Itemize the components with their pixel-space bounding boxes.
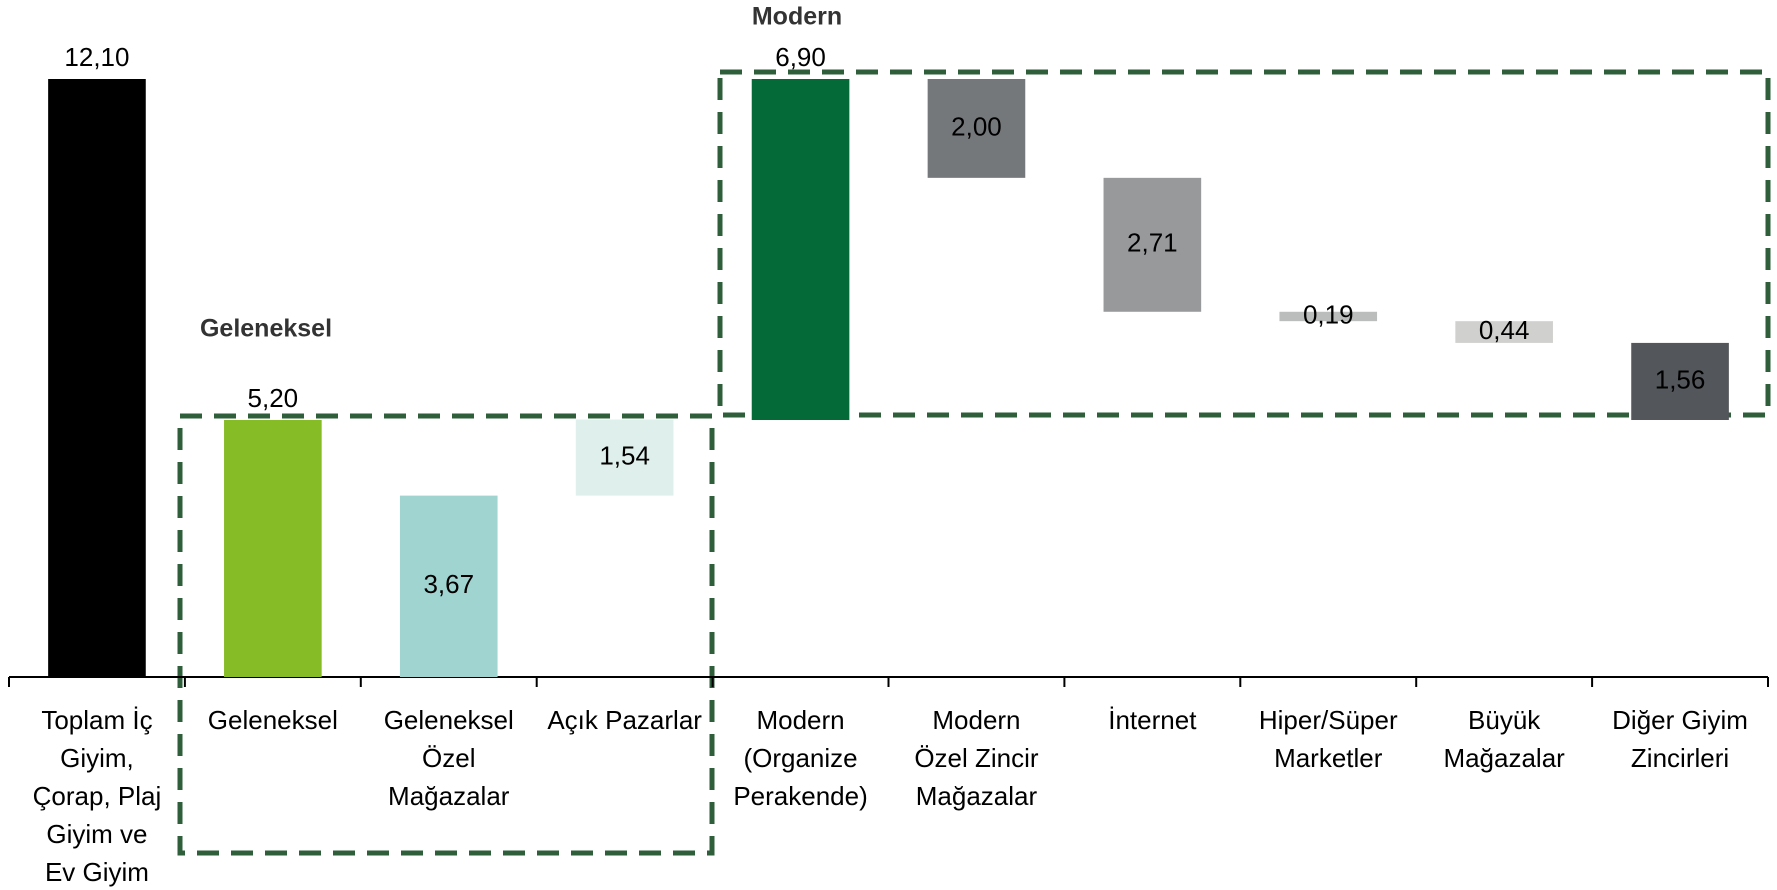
- x-tick-label: Marketler: [1274, 743, 1383, 773]
- x-tick-label: Mağazalar: [388, 781, 510, 811]
- bar: [575, 419, 674, 496]
- value-label: 1,56: [1655, 364, 1706, 394]
- bar: [1279, 311, 1378, 322]
- x-tick-label: Giyim,: [60, 743, 134, 773]
- x-tick-label: Mağazalar: [1443, 743, 1565, 773]
- value-label: 0,19: [1303, 299, 1354, 329]
- x-tick-label: Ev Giyim: [45, 857, 149, 887]
- value-label: 5,20: [248, 383, 299, 413]
- value-label: 12,10: [64, 42, 129, 72]
- bar: [751, 79, 850, 421]
- value-label: 3,67: [423, 569, 474, 599]
- x-tick-label: Zincirleri: [1631, 743, 1729, 773]
- value-label: 1,54: [599, 440, 650, 470]
- bar: [399, 495, 498, 677]
- value-label: 6,90: [775, 42, 826, 72]
- x-tick-label: Özel Zincir: [914, 743, 1039, 773]
- bar: [1103, 177, 1202, 312]
- x-tick-label: Hiper/Süper: [1259, 705, 1398, 735]
- group-box: [717, 69, 1771, 418]
- x-tick-label: Modern: [756, 705, 844, 735]
- x-tick-label: Özel: [422, 743, 475, 773]
- bar: [48, 79, 146, 677]
- bar: [1455, 321, 1553, 343]
- x-tick-label: Geleneksel: [208, 705, 338, 735]
- group-label: Geleneksel: [200, 315, 332, 343]
- group-box: [177, 413, 715, 856]
- bar: [224, 420, 322, 677]
- x-tick-label: Mağazalar: [916, 781, 1038, 811]
- bar: [927, 79, 1026, 178]
- x-tick-label: Açık Pazarlar: [547, 705, 702, 735]
- x-tick-label: Modern: [932, 705, 1020, 735]
- x-tick-label: Çorap, Plaj: [33, 781, 162, 811]
- x-tick-label: İnternet: [1108, 705, 1197, 735]
- x-tick-label: Büyük: [1468, 705, 1541, 735]
- bar: [1631, 342, 1729, 421]
- value-label: 2,71: [1127, 228, 1178, 258]
- x-tick-label: (Organize: [743, 743, 857, 773]
- x-tick-label: Geleneksel: [384, 705, 514, 735]
- value-label: 2,00: [951, 111, 1002, 141]
- x-tick-label: Perakende): [733, 781, 867, 811]
- x-tick-label: Toplam İç: [41, 705, 152, 735]
- group-label: Modern: [752, 3, 842, 31]
- value-label: 0,44: [1479, 315, 1530, 345]
- x-tick-label: Giyim ve: [46, 819, 147, 849]
- x-tick-label: Diğer Giyim: [1612, 705, 1748, 735]
